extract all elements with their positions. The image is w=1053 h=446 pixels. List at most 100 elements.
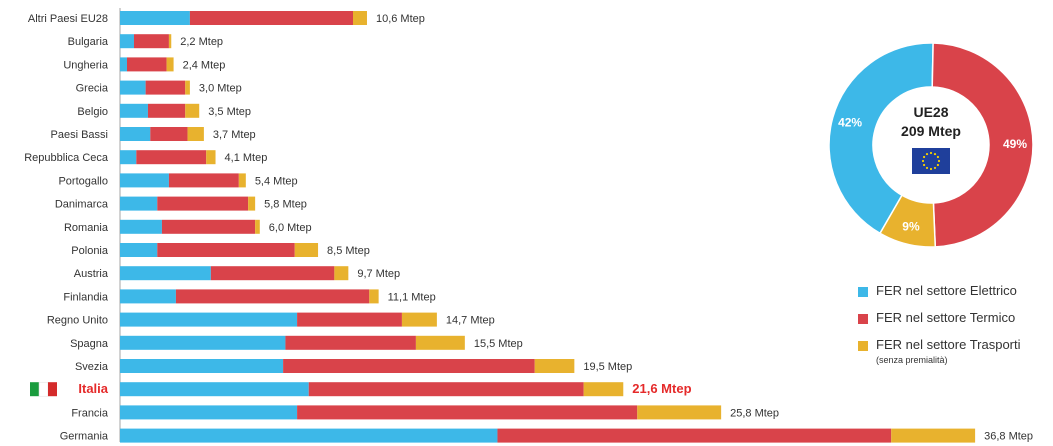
eu-flag-star <box>936 155 940 159</box>
category-label-romania: Romania <box>64 222 109 234</box>
bar-paesi-bassi-elettrico <box>120 127 151 141</box>
total-label-regno-unito: 14,7 Mtep <box>446 315 495 327</box>
total-label-francia: 25,8 Mtep <box>730 407 779 419</box>
eu-flag-star <box>925 166 929 170</box>
bar-grecia-trasporti <box>185 80 190 95</box>
total-label-austria: 9,7 Mtep <box>357 268 400 280</box>
total-label-germania: 36,8 Mtep <box>984 431 1033 443</box>
bar-repubblica-ceca-termico <box>136 150 207 165</box>
eu-flag-icon <box>912 148 950 174</box>
eu-flag-star <box>929 151 933 155</box>
total-label-danimarca: 5,8 Mtep <box>264 199 307 211</box>
bar-danimarca-trasporti <box>248 196 256 211</box>
legend-item-trasporti: FER nel settore Trasporti <box>858 336 1021 363</box>
bar-romania-elettrico <box>120 219 162 234</box>
legend-item-termico: FER nel settore Termico <box>858 309 1021 336</box>
donut-label-2: 9% <box>902 220 920 234</box>
bar-germania-trasporti <box>891 428 976 443</box>
category-label-italia: Italia <box>78 381 108 396</box>
category-label-repubblica-ceca: Repubblica Ceca <box>24 152 109 164</box>
bar-bulgaria-termico <box>133 34 169 49</box>
bar-romania-trasporti <box>255 219 260 234</box>
legend: FER nel settore Elettrico FER nel settor… <box>858 282 1021 365</box>
bar-austria-termico <box>210 266 335 281</box>
bar-altri-paesi-eu28-trasporti <box>353 11 367 25</box>
total-label-altri-paesi-eu28: 10,6 Mtep <box>376 13 425 25</box>
bar-spagna-elettrico <box>120 335 286 350</box>
category-label-altri-paesi-eu28: Altri Paesi EU28 <box>28 13 108 25</box>
category-label-bulgaria: Bulgaria <box>68 36 109 48</box>
legend-label-termico: FER nel settore Termico <box>876 310 1016 325</box>
bar-germania-elettrico <box>120 428 498 443</box>
bar-bulgaria-elettrico <box>120 34 134 49</box>
bar-francia-elettrico <box>120 405 298 420</box>
bar-altri-paesi-eu28-elettrico <box>120 11 190 25</box>
bar-ungheria-elettrico <box>120 57 127 72</box>
total-label-finlandia: 11,1 Mtep <box>388 291 436 303</box>
bar-spagna-trasporti <box>415 335 465 350</box>
legend-label-trasporti: FER nel settore Trasporti <box>876 337 1021 352</box>
legend-note: (senza premialità) <box>876 355 948 365</box>
eu-flag-star <box>922 155 926 159</box>
italy-flag-red-band <box>48 382 57 397</box>
total-label-repubblica-ceca: 4,1 Mtep <box>225 152 268 164</box>
bar-italia-elettrico <box>120 382 309 397</box>
bar-austria-elettrico <box>120 266 211 281</box>
eu-flag-star <box>922 163 926 167</box>
category-label-svezia: Svezia <box>75 361 109 373</box>
italy-flag-white-band <box>38 381 49 397</box>
bar-polonia-termico <box>157 243 295 257</box>
eu-flag-star <box>933 152 937 156</box>
bar-regno-unito-termico <box>297 312 402 327</box>
eu-flag-star <box>937 159 941 163</box>
bar-grecia-termico <box>145 80 186 95</box>
bar-portogallo-elettrico <box>120 173 169 188</box>
category-label-paesi-bassi: Paesi Bassi <box>51 129 108 141</box>
donut-label-0: 42% <box>838 115 862 129</box>
bar-svezia-elettrico <box>120 359 284 373</box>
bar-francia-termico <box>297 405 638 420</box>
category-label-germania: Germania <box>60 431 109 443</box>
total-label-paesi-bassi: 3,7 Mtep <box>213 129 256 141</box>
bar-paesi-bassi-termico <box>150 127 188 141</box>
category-label-ungheria: Ungheria <box>63 59 109 71</box>
italy-flag-icon <box>30 382 39 397</box>
bar-danimarca-elettrico <box>120 196 158 211</box>
bar-belgio-elettrico <box>120 103 148 118</box>
donut-slice-2 <box>878 194 937 248</box>
bar-romania-termico <box>161 219 256 234</box>
bar-polonia-trasporti <box>294 243 319 257</box>
category-label-danimarca: Danimarca <box>55 199 109 211</box>
bar-bulgaria-trasporti <box>168 34 172 49</box>
bar-svezia-termico <box>283 359 535 373</box>
category-label-austria: Austria <box>74 268 109 280</box>
category-label-regno-unito: Regno Unito <box>47 315 108 327</box>
eu-flag-star <box>933 166 937 170</box>
category-label-belgio: Belgio <box>77 106 108 118</box>
bar-finlandia-elettrico <box>120 289 176 304</box>
eu-flag-star <box>936 163 940 167</box>
total-label-ungheria: 2,4 Mtep <box>183 59 226 71</box>
total-label-polonia: 8,5 Mtep <box>327 245 370 257</box>
category-label-francia: Francia <box>71 407 109 419</box>
eu-flag-star <box>925 152 929 156</box>
bar-belgio-termico <box>147 103 186 118</box>
bar-germania-termico <box>497 428 892 443</box>
eu-flag-star <box>921 159 925 163</box>
bar-paesi-bassi-trasporti <box>187 127 204 141</box>
eu-flag-star <box>929 167 933 171</box>
bar-belgio-trasporti <box>185 103 200 118</box>
bar-danimarca-termico <box>157 196 249 211</box>
bar-ungheria-termico <box>126 57 167 72</box>
bar-grecia-elettrico <box>120 80 146 95</box>
bar-finlandia-trasporti <box>369 289 379 304</box>
bar-regno-unito-elettrico <box>120 312 298 327</box>
legend-swatch-trasporti <box>858 341 868 351</box>
category-label-spagna: Spagna <box>70 338 109 350</box>
bar-italia-termico <box>308 382 584 397</box>
total-label-romania: 6,0 Mtep <box>269 222 312 234</box>
category-label-polonia: Polonia <box>71 245 109 257</box>
donut-slice-0 <box>828 42 934 235</box>
category-label-grecia: Grecia <box>76 83 109 95</box>
